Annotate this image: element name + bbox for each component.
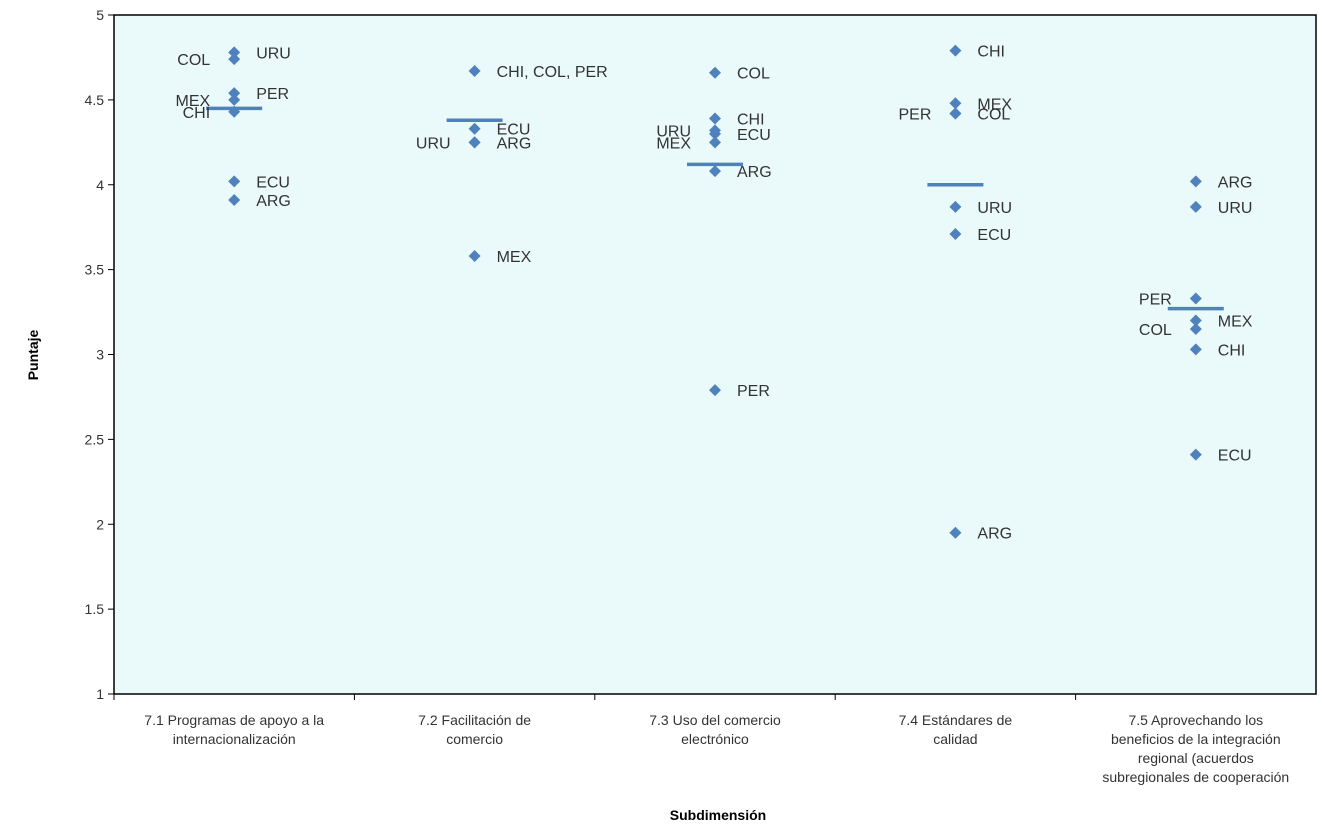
y-tick-label: 4.5 bbox=[85, 92, 105, 108]
y-tick-label: 3 bbox=[96, 347, 104, 363]
data-point-marker bbox=[468, 65, 481, 78]
category-label-line: 7.2 Facilitación de bbox=[418, 712, 531, 728]
data-point-marker bbox=[709, 165, 721, 178]
y-tick-label: 1 bbox=[96, 686, 104, 702]
data-point-marker bbox=[709, 66, 721, 79]
data-point-label: ARG bbox=[737, 164, 772, 181]
data-point-label: MEX bbox=[977, 96, 1012, 113]
data-point-marker bbox=[949, 227, 962, 240]
category-label-line: regional (acuerdos bbox=[1138, 750, 1254, 766]
category-label-line: 7.4 Estándares de bbox=[899, 712, 1013, 728]
category-label-line: electrónico bbox=[681, 731, 749, 747]
data-point-label: MEX bbox=[656, 135, 691, 152]
data-point-marker bbox=[709, 112, 721, 125]
data-point-marker bbox=[228, 194, 241, 207]
data-point-marker bbox=[228, 105, 241, 118]
data-point-label: ECU bbox=[737, 127, 771, 144]
data-point-marker bbox=[228, 175, 241, 188]
data-point-marker bbox=[1189, 200, 1202, 213]
data-point-label: COL bbox=[977, 106, 1010, 123]
y-tick-label: 2 bbox=[96, 516, 104, 532]
data-point-label: URU bbox=[1218, 200, 1253, 217]
data-point-label: ARG bbox=[497, 135, 532, 152]
category-label: 7.3 Uso del comercio electrónico bbox=[649, 712, 781, 747]
data-point-label: PER bbox=[898, 106, 931, 123]
data-point-marker bbox=[949, 97, 962, 110]
category-label-line: comercio bbox=[446, 731, 503, 747]
data-point-label: CHI bbox=[1218, 342, 1246, 359]
data-point-label: COL bbox=[737, 66, 770, 83]
data-point-marker bbox=[228, 87, 241, 100]
data-point-label: PER bbox=[737, 383, 770, 400]
data-point-marker bbox=[468, 122, 481, 135]
data-points bbox=[228, 44, 1202, 539]
data-point-marker bbox=[949, 44, 962, 57]
category-label-line: 7.3 Uso del comercio bbox=[649, 712, 781, 728]
category-label-line: subregionales de cooperación bbox=[1102, 769, 1289, 785]
data-point-label: CHI, COL, PER bbox=[497, 64, 608, 81]
category-label: 7.1 Programas de apoyo a la internacional… bbox=[144, 712, 324, 747]
category-label: 7.2 Facilitación de comercio bbox=[418, 712, 531, 747]
data-point-marker bbox=[1189, 323, 1202, 336]
data-point-marker bbox=[228, 93, 241, 106]
data-point-label: MEX bbox=[176, 93, 211, 110]
x-axis-title: Subdimensión bbox=[670, 807, 766, 823]
data-point-label: ECU bbox=[497, 122, 531, 139]
category-label-line: internacionalización bbox=[173, 731, 296, 747]
data-point-marker bbox=[1189, 175, 1202, 188]
y-tick-label: 3.5 bbox=[85, 262, 105, 278]
data-point-marker bbox=[709, 384, 721, 397]
y-tick-label: 1.5 bbox=[85, 601, 105, 617]
data-point-label: MEX bbox=[1218, 314, 1253, 331]
x-axis-categories: 7.1 Programas de apoyo a la internacional… bbox=[113, 694, 1289, 785]
category-label-line: beneficios de la integración bbox=[1111, 731, 1281, 747]
data-point-label: PER bbox=[1139, 291, 1172, 308]
data-point-marker bbox=[949, 107, 962, 120]
data-point-marker bbox=[949, 200, 962, 213]
y-tick-label: 4 bbox=[96, 177, 104, 193]
y-axis-title: Puntaje bbox=[25, 330, 41, 381]
data-point-marker bbox=[949, 526, 962, 539]
data-point-label: COL bbox=[1139, 322, 1172, 339]
y-tick-label: 5 bbox=[96, 7, 104, 23]
data-point-label: URU bbox=[416, 135, 451, 152]
data-point-label: ARG bbox=[256, 193, 291, 210]
data-point-marker bbox=[468, 136, 481, 149]
data-point-label: URU bbox=[656, 123, 691, 140]
data-point-label: ARG bbox=[977, 526, 1012, 543]
data-point-marker bbox=[1189, 448, 1202, 461]
data-point-label: ECU bbox=[1218, 448, 1252, 465]
data-point-label: URU bbox=[256, 45, 291, 62]
data-point-label: ARG bbox=[1218, 174, 1253, 191]
data-point-label: URU bbox=[977, 200, 1012, 217]
data-point-label: CHI bbox=[977, 44, 1005, 61]
y-axis: 1 1.5 2 2.5 3 3.5 4 4.5 5 bbox=[85, 7, 114, 702]
data-point-marker bbox=[1189, 343, 1202, 356]
category-label: 7.5 Aprovechando los beneficios de la int… bbox=[1102, 712, 1289, 785]
data-point-marker bbox=[1189, 314, 1202, 327]
category-label-line: 7.1 Programas de apoyo a la bbox=[144, 712, 324, 728]
data-point-marker bbox=[228, 53, 241, 66]
data-point-marker bbox=[709, 136, 721, 149]
data-point-label: ECU bbox=[256, 174, 290, 191]
data-point-label: PER bbox=[256, 86, 289, 103]
data-point-label: MEX bbox=[497, 249, 532, 266]
data-point-label: CHI bbox=[183, 105, 211, 122]
category-label: 7.4 Estándares de calidad bbox=[899, 712, 1013, 747]
y-tick-label: 2.5 bbox=[85, 431, 105, 447]
category-label-line: 7.5 Aprovechando los bbox=[1128, 712, 1263, 728]
data-point-label: ECU bbox=[977, 227, 1011, 244]
data-point-label: CHI bbox=[737, 112, 765, 129]
category-label-line: calidad bbox=[933, 731, 977, 747]
data-point-marker bbox=[709, 127, 721, 140]
data-point-marker bbox=[468, 250, 481, 263]
data-point-label: COL bbox=[177, 52, 210, 69]
data-point-marker bbox=[228, 46, 241, 59]
data-point-marker bbox=[1189, 292, 1202, 305]
